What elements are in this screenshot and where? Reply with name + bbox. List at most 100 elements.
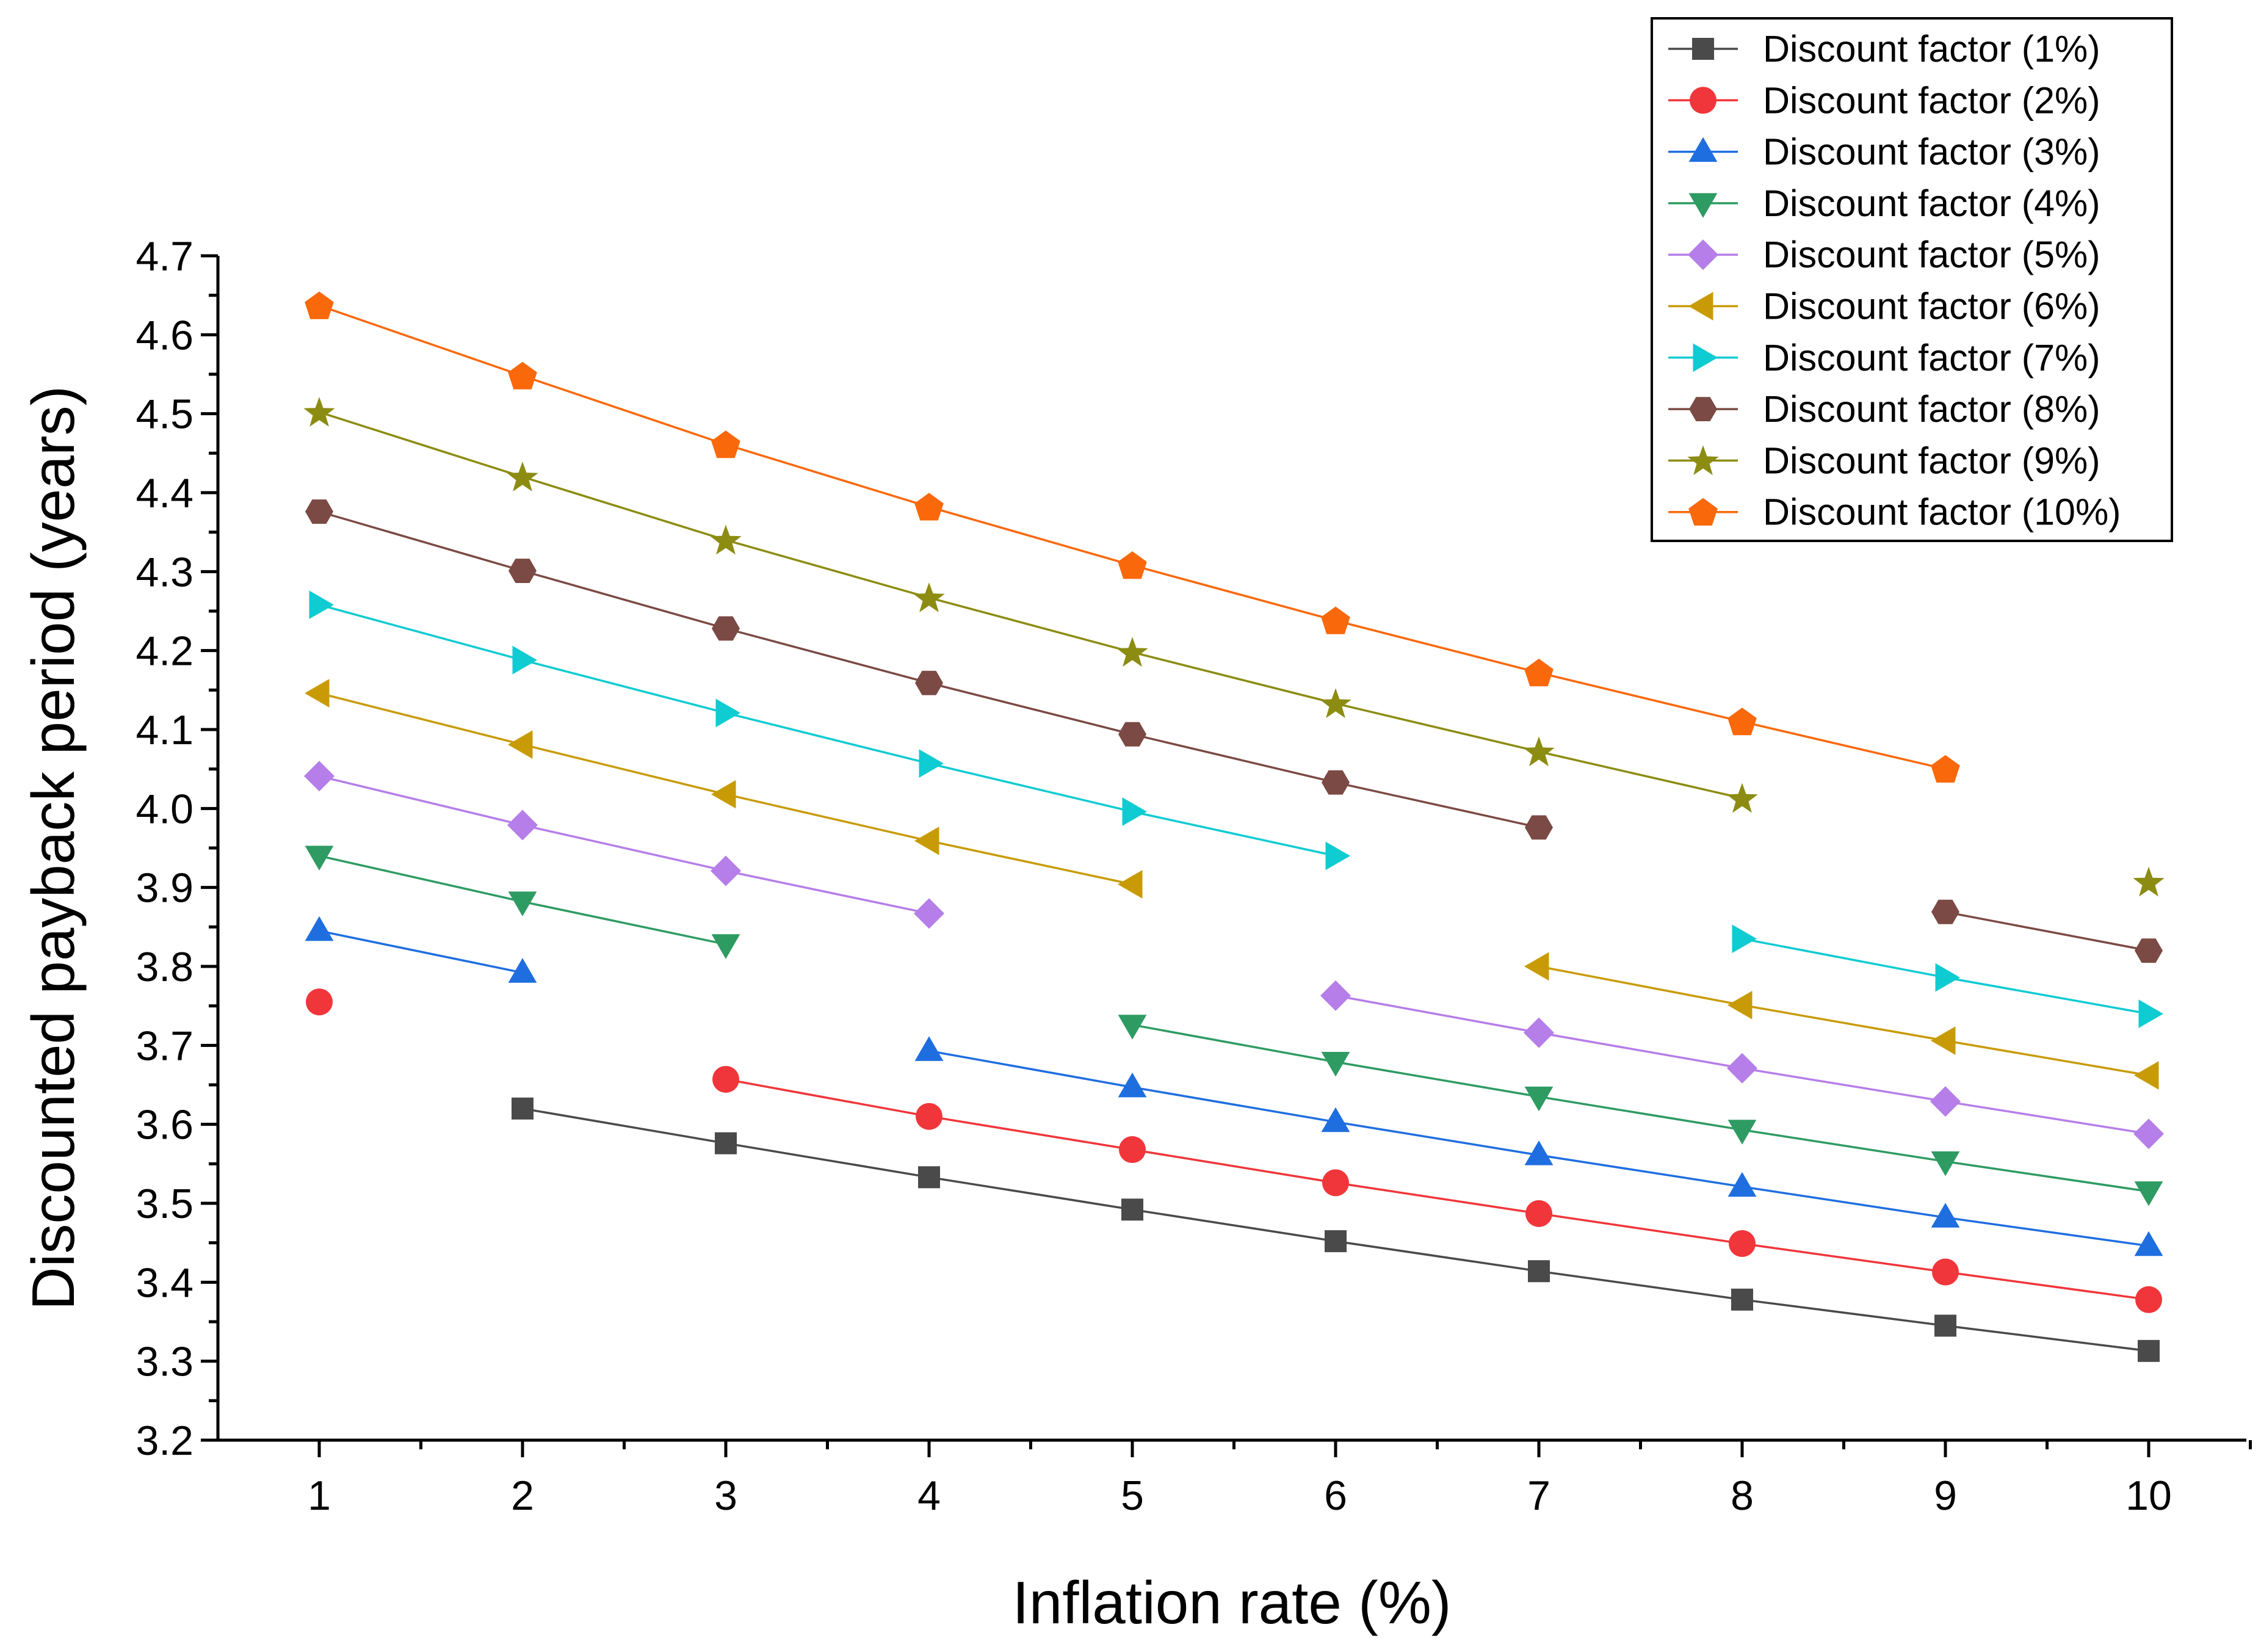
data-point (2133, 866, 2165, 897)
data-point (1321, 1052, 1350, 1077)
y-tick-label: 3.8 (136, 944, 194, 990)
y-tick-label: 4.2 (136, 628, 194, 675)
data-point (1528, 1260, 1550, 1283)
data-point (1325, 841, 1350, 871)
data-point (507, 462, 538, 491)
y-tick-label: 3.5 (136, 1181, 194, 1227)
series-line (1538, 965, 2149, 1077)
data-point (1729, 1230, 1756, 1257)
y-tick-label: 3.4 (136, 1259, 194, 1306)
data-point (1732, 924, 1757, 954)
series-3 (305, 916, 2163, 1256)
legend-item: Discount factor (4%) (1668, 183, 2100, 224)
data-point (1525, 815, 1553, 840)
series-line (319, 510, 1539, 829)
data-point (913, 582, 945, 612)
data-point (914, 1036, 944, 1061)
legend-marker (1688, 292, 1713, 321)
y-tick-label: 4.3 (136, 549, 194, 595)
legend-label: Discount factor (2%) (1763, 79, 2100, 121)
data-point (1931, 1203, 1960, 1228)
data-point (1931, 755, 1960, 783)
data-point (715, 1132, 737, 1154)
legend-label: Discount factor (8%) (1763, 388, 2100, 430)
x-tick-label: 7 (1527, 1473, 1550, 1519)
data-point (914, 827, 939, 855)
data-point (1121, 1198, 1143, 1221)
data-point (512, 645, 537, 675)
series-2 (306, 988, 2162, 1313)
series-10 (305, 291, 1960, 783)
data-point (304, 761, 335, 792)
data-point (711, 855, 741, 886)
data-point (1727, 1120, 1757, 1145)
y-tick-label: 4.4 (136, 470, 194, 516)
y-tick-label: 3.7 (136, 1023, 194, 1069)
legend-marker (1688, 498, 1718, 526)
data-point (303, 397, 335, 427)
data-point (916, 1103, 942, 1130)
series-1 (512, 1097, 2160, 1362)
data-point (2135, 1286, 2162, 1313)
data-point (712, 616, 740, 641)
legend-marker (1688, 239, 1718, 270)
legend-label: Discount factor (10%) (1763, 491, 2121, 533)
legend-label: Discount factor (6%) (1763, 286, 2100, 327)
data-point (508, 891, 537, 916)
data-point (712, 1065, 739, 1093)
data-point (914, 898, 944, 929)
data-point (512, 1097, 534, 1120)
data-point (711, 934, 740, 959)
data-point (918, 1166, 940, 1189)
legend-item: Discount factor (1%) (1668, 28, 2100, 70)
data-point (711, 780, 736, 809)
data-point (1322, 1169, 1349, 1197)
legend-item: Discount factor (2%) (1668, 79, 2100, 121)
data-point (1523, 736, 1555, 767)
legend-box (1651, 17, 2173, 542)
y-axis-title: Discounted payback period (years) (20, 386, 87, 1310)
legend: Discount factor (1%) Discount factor (2%)… (1651, 17, 2173, 542)
data-point (1930, 1086, 1961, 1117)
series-line (319, 604, 1336, 857)
legend-item: Discount factor (6%) (1668, 286, 2100, 327)
series-9 (303, 397, 2165, 897)
legend-label: Discount factor (7%) (1763, 337, 2100, 379)
y-tick-label: 4.7 (136, 233, 194, 280)
series-line (319, 775, 930, 915)
y-tick-label: 4.5 (136, 391, 194, 438)
legend-item: Discount factor (3%) (1668, 131, 2100, 173)
legend-item: Discount factor (9%) (1668, 440, 2100, 481)
legend-marker (1689, 397, 1717, 421)
y-tick-label: 4.6 (136, 312, 194, 358)
data-point (2138, 1339, 2160, 1362)
data-point (1727, 1172, 1757, 1197)
data-point (1320, 980, 1351, 1011)
data-point (1932, 1258, 1959, 1286)
data-point (1322, 770, 1350, 795)
data-point (2133, 1118, 2164, 1150)
data-point (1524, 952, 1549, 981)
data-point (1524, 1086, 1554, 1112)
data-point (715, 698, 740, 728)
data-point (2134, 1181, 2163, 1206)
data-point (1321, 1107, 1350, 1132)
x-axis-title: Inflation rate (%) (1013, 1569, 1452, 1636)
data-point (1525, 1200, 1552, 1227)
series-line (319, 930, 523, 974)
legend-label: Discount factor (1%) (1763, 28, 2100, 70)
data-point (1118, 722, 1146, 747)
data-point (507, 810, 538, 841)
x-tick-label: 1 (308, 1473, 331, 1519)
data-point (1726, 783, 1758, 813)
series-line (522, 1107, 2149, 1352)
series-4 (305, 846, 2163, 1206)
data-point (1931, 899, 1959, 924)
data-point (919, 749, 944, 778)
data-point (1118, 1015, 1147, 1040)
data-point (305, 916, 334, 941)
data-point (711, 430, 740, 458)
y-tick-label: 3.6 (136, 1102, 194, 1148)
legend-marker (1693, 343, 1718, 372)
